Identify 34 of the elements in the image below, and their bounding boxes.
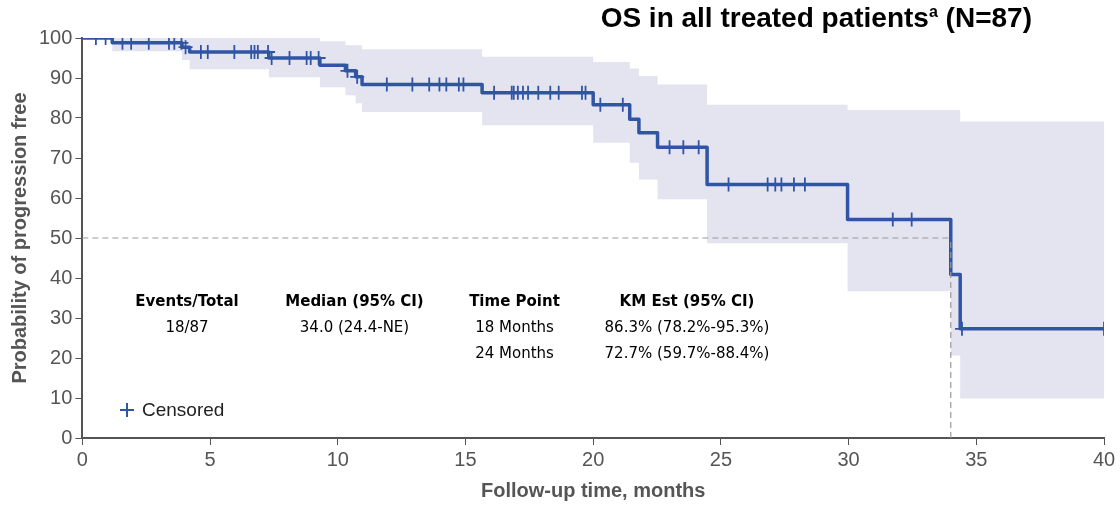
- y-tick-label: 80: [50, 105, 73, 128]
- y-tick-label: 60: [50, 185, 73, 208]
- x-tick-label: 15: [454, 447, 477, 470]
- chart-title: OS in all treated patients$^{a}$ (N=87): [600, 2, 1032, 34]
- x-axis-title: Follow-up time, months: [480, 478, 706, 501]
- y-tick-label: 30: [50, 305, 73, 328]
- x-tick-label: 0: [76, 447, 88, 470]
- annotation: Events/Total: [134, 292, 240, 310]
- x-tick-label: 10: [326, 447, 349, 470]
- annotation: 24 Months: [474, 344, 555, 362]
- y-tick-label: 20: [50, 345, 73, 368]
- x-tick-label: 30: [837, 447, 860, 470]
- annotation: KM Est (95% CI): [618, 292, 756, 310]
- annotation: 18/87: [164, 318, 210, 336]
- x-tick-label: 5: [204, 447, 216, 470]
- y-tick-label: 10: [50, 385, 73, 408]
- legend-label: Censored: [142, 399, 225, 421]
- annotation: 34.0 (24.4-NE): [298, 318, 411, 336]
- x-tick-label: 20: [582, 447, 605, 470]
- y-tick-label: 70: [50, 145, 73, 168]
- y-tick-label: 50: [50, 225, 73, 248]
- y-axis-title: Probability of progression free: [7, 92, 30, 384]
- x-tick-label: 40: [1092, 447, 1116, 470]
- x-tick-label: 35: [965, 447, 988, 470]
- annotation: 72.7% (59.7%-88.4%): [603, 344, 771, 362]
- y-tick-label: 0: [61, 425, 73, 448]
- annotation: Median (95% CI): [284, 292, 425, 310]
- annotation: 18 Months: [474, 318, 555, 336]
- y-tick-label: 40: [50, 265, 73, 288]
- y-tick-label: 90: [50, 65, 73, 88]
- y-tick-label: 100: [38, 25, 73, 48]
- annotation: 86.3% (78.2%-95.3%): [603, 318, 771, 336]
- annotation: Time Point: [468, 292, 561, 310]
- x-tick-label: 25: [709, 447, 733, 470]
